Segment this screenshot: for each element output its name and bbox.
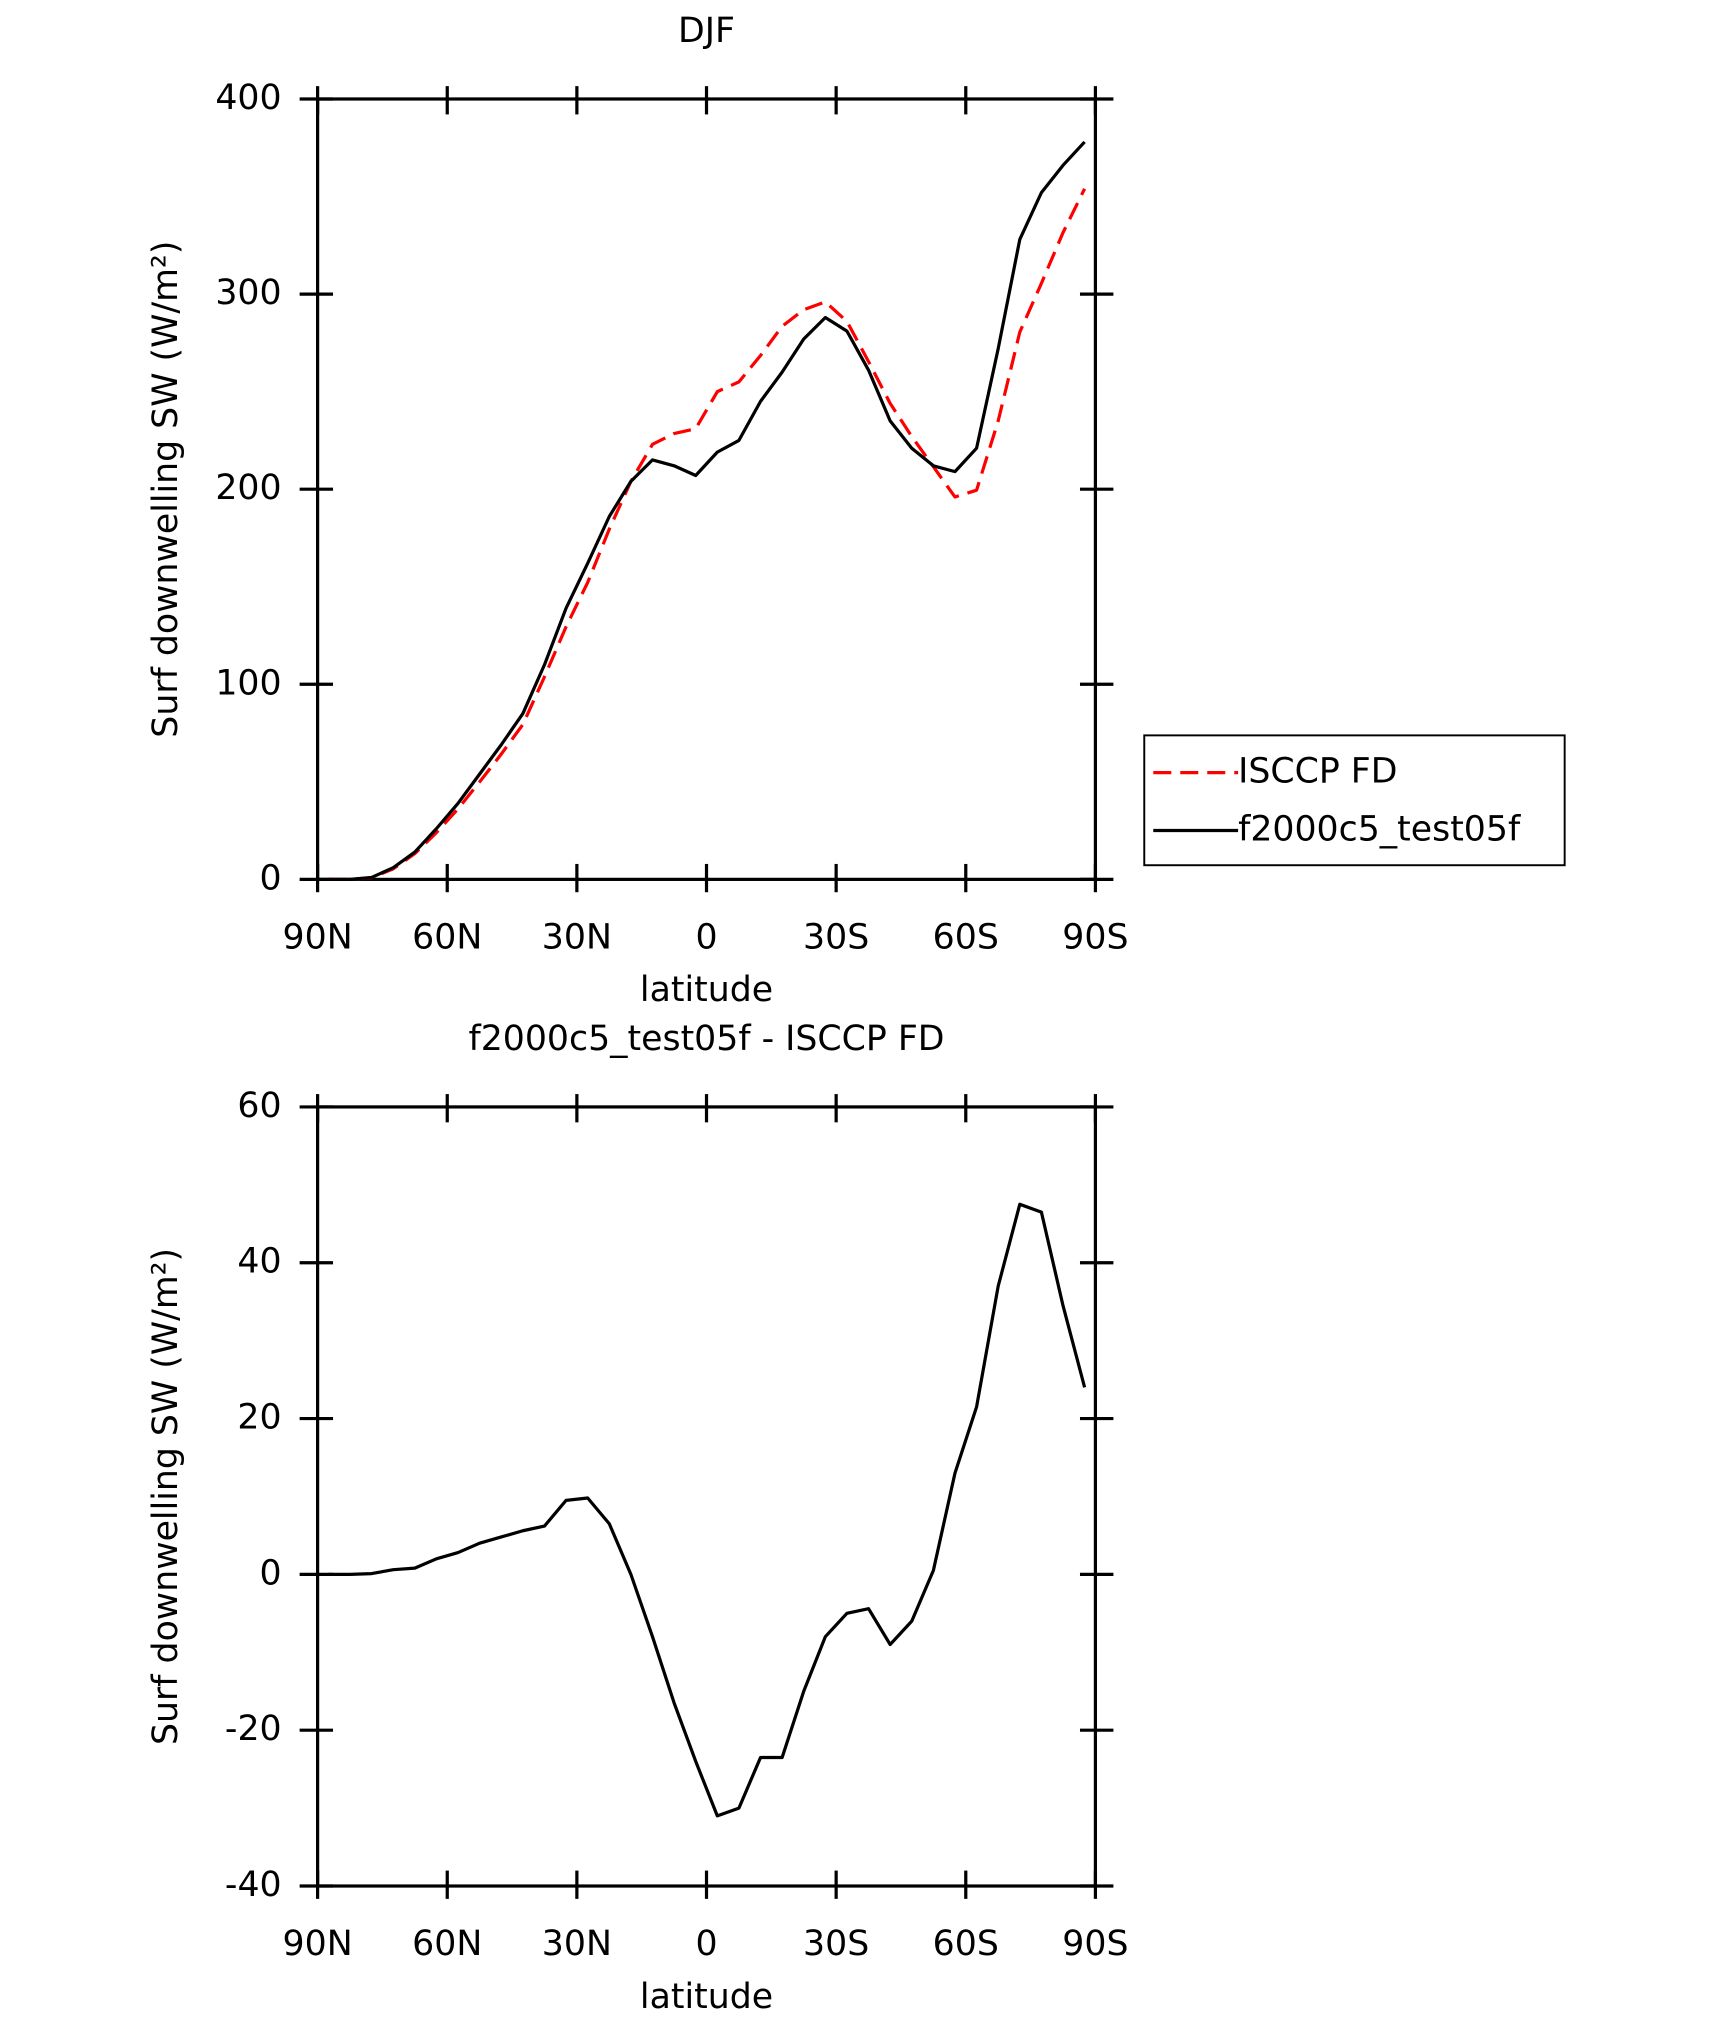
y-tick-label: 100 xyxy=(215,663,281,703)
y-tick-label: -40 xyxy=(225,1865,282,1905)
data-line xyxy=(328,188,1087,881)
y-tick-label: 40 xyxy=(237,1242,281,1282)
legend-box xyxy=(1143,734,1566,867)
y-tick-label: 20 xyxy=(237,1398,281,1438)
plot-frame xyxy=(316,1105,1098,1888)
x-tick-label: 60S xyxy=(933,1924,999,1964)
x-tick-label: 30N xyxy=(542,1924,612,1964)
y-tick-label: 300 xyxy=(215,273,281,313)
y-tick-label: 200 xyxy=(215,468,281,508)
x-axis-label: latitude xyxy=(640,1977,773,2017)
legend-label: f2000c5_test05f xyxy=(1238,810,1521,850)
x-tick-label: 30N xyxy=(542,918,612,958)
legend-label: ISCCP FD xyxy=(1238,752,1397,792)
y-axis-label: Surf downwelling SW (W/m²) xyxy=(146,241,186,738)
x-tick-label: 90S xyxy=(1062,918,1128,958)
y-tick-label: 400 xyxy=(215,78,281,118)
x-tick-label: 0 xyxy=(695,1924,717,1964)
x-tick-label: 30S xyxy=(803,1924,869,1964)
x-tick-label: 90N xyxy=(283,1924,353,1964)
plot-frame xyxy=(316,97,1098,881)
y-tick-label: -20 xyxy=(225,1709,282,1749)
x-tick-label: 90N xyxy=(283,918,353,958)
x-tick-label: 60S xyxy=(933,918,999,958)
x-tick-label: 60N xyxy=(412,1924,482,1964)
x-tick-label: 30S xyxy=(803,918,869,958)
chart-title: f2000c5_test05f - ISCCP FD xyxy=(468,1019,944,1059)
y-tick-label: 60 xyxy=(237,1086,281,1126)
x-tick-label: 60N xyxy=(412,918,482,958)
x-tick-label: 90S xyxy=(1062,1924,1128,1964)
data-line xyxy=(328,1202,1087,1818)
y-tick-label: 0 xyxy=(260,1553,282,1593)
chart-title: DJF xyxy=(678,11,735,51)
data-line xyxy=(328,140,1086,881)
x-tick-label: 0 xyxy=(695,918,717,958)
y-axis-label: Surf downwelling SW (W/m²) xyxy=(146,1248,186,1745)
x-axis-label: latitude xyxy=(640,970,773,1010)
y-tick-label: 0 xyxy=(260,858,282,898)
